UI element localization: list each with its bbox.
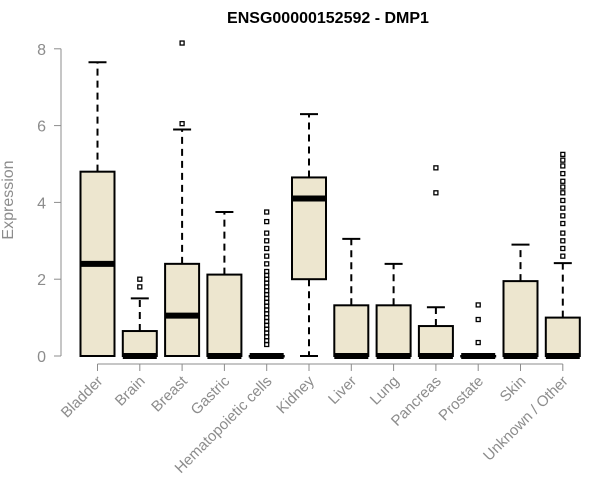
iqr-box — [291, 176, 327, 281]
iqr-box — [375, 304, 412, 358]
outlier-point — [179, 40, 185, 46]
box-lung — [375, 262, 412, 359]
iqr-box — [333, 304, 370, 358]
outlier-point — [433, 165, 439, 171]
iqr-box — [502, 280, 539, 357]
outlier-point — [264, 253, 270, 259]
outlier-point — [264, 245, 270, 252]
outlier-point — [264, 268, 270, 275]
box-bladder — [79, 61, 116, 357]
x-tick-label: Bladder — [58, 373, 107, 422]
y-tick-label: 8 — [37, 42, 46, 59]
box-pancreas — [417, 165, 454, 359]
outlier-point — [560, 151, 566, 158]
x-tick-label: Brain — [112, 373, 149, 410]
outlier-point — [560, 238, 566, 244]
outlier-point — [560, 220, 566, 227]
outlier-point — [264, 238, 270, 244]
box-skin — [502, 243, 539, 359]
box-unknown-other — [544, 151, 581, 359]
x-tick-label: Breast — [148, 372, 191, 415]
box-kidney — [291, 113, 327, 357]
y-axis: 0 2 4 6 8 — [37, 42, 62, 366]
y-tick-label: 0 — [37, 349, 46, 366]
box-gastric — [206, 211, 243, 359]
box-hematopoietic-cells — [248, 209, 285, 359]
iqr-box — [544, 316, 581, 358]
outlier-point — [560, 178, 566, 184]
x-tick-label: Liver — [325, 373, 360, 408]
iqr-box — [121, 330, 158, 358]
outlier-point — [560, 190, 566, 196]
outlier-point — [475, 302, 481, 308]
outlier-point — [264, 261, 270, 267]
outlier-point — [560, 163, 566, 169]
outlier-point — [560, 245, 566, 252]
chart-title: ENSG00000152592 - DMP1 — [227, 10, 429, 27]
outlier-point — [560, 253, 566, 259]
outlier-point — [560, 170, 566, 177]
box-series — [79, 40, 581, 359]
outlier-point — [179, 121, 185, 127]
outlier-point — [560, 197, 566, 204]
x-tick-label: Skin — [497, 373, 530, 406]
outlier-point — [560, 213, 566, 219]
outlier-point — [560, 230, 566, 236]
outlier-point — [560, 157, 566, 163]
box-prostate — [460, 302, 497, 359]
outlier-point — [264, 230, 270, 236]
x-tick-label: Kidney — [273, 372, 318, 417]
y-tick-label: 2 — [37, 272, 46, 289]
x-tick-label: Prostate — [435, 373, 487, 425]
y-axis-label: Expression — [0, 160, 17, 239]
box-breast — [164, 40, 201, 357]
box-liver — [333, 237, 370, 359]
outlier-point — [433, 190, 439, 196]
x-tick-label: Lung — [367, 373, 403, 409]
outlier-point — [264, 218, 270, 225]
iqr-box — [417, 325, 454, 358]
y-tick-label: 6 — [37, 119, 46, 136]
outlier-point — [264, 209, 270, 215]
outlier-point — [475, 316, 481, 323]
outlier-point — [560, 184, 566, 190]
outlier-point — [560, 205, 566, 211]
iqr-box — [164, 262, 201, 357]
y-tick-label: 4 — [37, 195, 46, 212]
outlier-point — [137, 284, 143, 290]
iqr-box — [206, 273, 243, 358]
box-brain — [121, 276, 158, 359]
outlier-point — [475, 339, 481, 346]
outlier-point — [137, 276, 143, 282]
